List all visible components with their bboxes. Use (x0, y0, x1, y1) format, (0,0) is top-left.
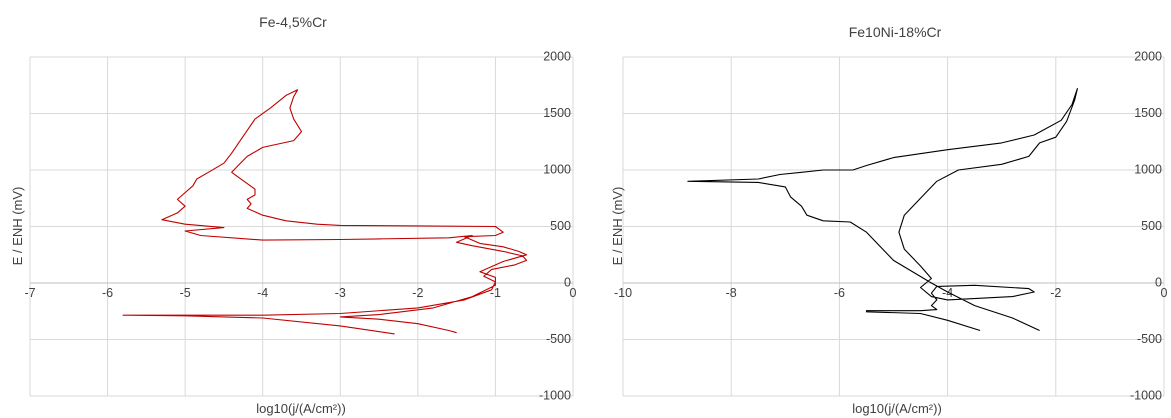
chart1-x-tick-label: -1 (490, 286, 501, 300)
chart2-y-tick-label: -1000 (1130, 388, 1162, 402)
chart1-x-tick-label: -7 (24, 286, 35, 300)
chart1-series-line (122, 89, 528, 335)
chart1-ticks: -7 -6 -5 -4 -3 -2 -1 0 -1000 -500 0 500 1000 1500 2000 (24, 49, 576, 402)
chart2-series-line (687, 88, 1078, 332)
chart1-x-tick-label: 0 (570, 286, 577, 300)
chart2-y-tick-label: 1000 (1134, 162, 1162, 176)
chart1-title: Fe-4,5%Cr (259, 14, 327, 30)
chart2-x-tick-label: 0 (1161, 286, 1168, 300)
chart1-y-tick-label: -1000 (539, 388, 571, 402)
chart-fe10ni-18-cr: Fe10Ni-18%Cr -10 -8 -6 -4 -2 0 -1000 -500 0 500 10… (610, 24, 1168, 416)
chart2-x-axis-title: log10(j/(A/cm²)) (852, 401, 942, 416)
chart1-y-axis-title: E / ENH (mV) (10, 187, 25, 266)
chart1-gridlines (29, 56, 574, 397)
chart2-y-tick-label: 1500 (1134, 106, 1162, 120)
chart2-x-tick-label: -4 (942, 286, 953, 300)
chart1-x-tick-label: -4 (257, 286, 268, 300)
chart1-y-tick-label: 2000 (543, 49, 571, 63)
chart2-y-tick-label: 2000 (1134, 49, 1162, 63)
chart1-y-tick-label: 1000 (543, 162, 571, 176)
chart2-x-tick-label: -2 (1050, 286, 1061, 300)
chart2-ticks: -10 -8 -6 -4 -2 0 -1000 -500 0 500 1000 1500 2000 (614, 49, 1168, 402)
chart2-x-tick-label: -10 (614, 286, 632, 300)
chart2-x-tick-label: -6 (834, 286, 845, 300)
chart2-title: Fe10Ni-18%Cr (849, 24, 942, 40)
chart1-x-tick-label: -2 (412, 286, 423, 300)
chart2-x-tick-label: -8 (726, 286, 737, 300)
chart1-x-tick-label: -3 (335, 286, 346, 300)
chart1-x-tick-label: -6 (102, 286, 113, 300)
chart1-y-tick-label: 0 (564, 275, 571, 289)
chart1-x-tick-label: -5 (180, 286, 191, 300)
chart1-y-tick-label: 500 (550, 219, 571, 233)
chart2-y-tick-label: 500 (1141, 219, 1162, 233)
chart1-y-tick-label: 1500 (543, 106, 571, 120)
chart1-x-axis-title: log10(j/(A/cm²)) (256, 401, 346, 416)
chart2-gridlines (622, 56, 1165, 397)
chart2-y-tick-label: 0 (1155, 275, 1162, 289)
chart2-y-axis-title: E / ENH (mV) (610, 187, 625, 266)
chart2-y-tick-label: -500 (1137, 332, 1162, 346)
chart1-y-tick-label: -500 (546, 332, 571, 346)
